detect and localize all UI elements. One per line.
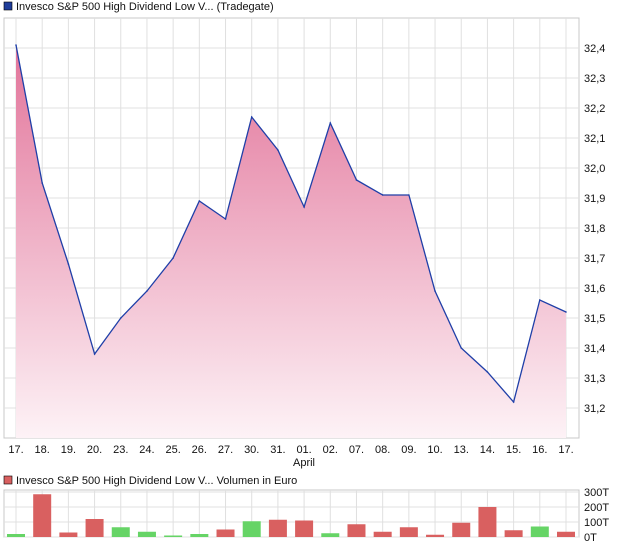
price-legend-label: Invesco S&P 500 High Dividend Low V... (… [16,1,274,13]
price-y-tick-label: 32,3 [584,73,605,85]
volume-bar [452,522,471,537]
date-x-tick-label: 18. [35,444,50,456]
volume-bars [7,494,575,537]
price-y-tick-label: 32,4 [584,43,605,55]
volume-legend-swatch [3,475,13,485]
volume-bar [242,521,261,537]
volume-bar [216,529,235,537]
volume-bar [59,532,78,537]
volume-bar [85,519,104,537]
volume-bar [190,534,209,537]
price-point [486,371,489,373]
date-x-tick-label: 17. [558,444,573,456]
volume-y-tick-label: 200T [584,502,609,514]
date-x-tick-label: 25. [165,444,180,456]
price-point [381,194,384,196]
price-y-tick-label: 31,4 [584,343,605,355]
date-x-tick-label: 07. [349,444,364,456]
price-y-tick-label: 31,6 [584,283,605,295]
volume-y-tick-label: 0T [584,532,597,544]
price-point [224,218,227,220]
price-y-tick-label: 31,2 [584,403,605,415]
price-point [539,299,541,301]
price-y-axis: 31,2 31,3 31,4 31,5 31,6 31,7 31,8 31,9 32,0 32,1… [584,43,605,415]
volume-bar [347,524,366,537]
price-point [434,290,436,292]
price-area-fill [16,45,566,438]
date-x-tick-label: 24. [139,444,154,456]
volume-y-axis: 0T 100T 200T 300T [584,487,609,544]
price-legend-swatch [3,1,13,11]
price-y-tick-label: 31,5 [584,313,605,325]
price-point [172,257,174,259]
volume-legend-label: Invesco S&P 500 High Dividend Low V... V… [16,475,297,487]
volume-bar [295,520,314,537]
date-x-tick-label: 14. [480,444,495,456]
price-point [355,179,358,181]
date-x-tick-label: 16. [532,444,547,456]
volume-bar [137,531,156,537]
date-x-tick-label: 13. [454,444,469,456]
volume-bar [164,535,183,537]
volume-bar [373,531,392,537]
date-x-tick-label: 27. [218,444,233,456]
date-x-tick-label: 17. [8,444,23,456]
price-y-tick-label: 31,3 [584,373,605,385]
volume-bar [504,530,523,537]
price-point [119,317,122,319]
volume-bar [557,531,575,537]
price-point [512,401,515,403]
price-point [198,200,201,202]
price-area-layer [15,44,567,438]
date-x-tick-label: 26. [192,444,207,456]
volume-bar [7,534,25,537]
date-x-tick-label: 02. [323,444,338,456]
price-point [565,311,567,313]
price-point [408,194,410,196]
price-y-tick-label: 31,9 [584,193,605,205]
date-x-tick-label: 19. [61,444,76,456]
x-axis-month-label: April [293,457,315,469]
volume-bar [426,534,445,537]
date-x-tick-label: 30. [244,444,259,456]
date-x-tick-label: 15. [506,444,521,456]
date-x-tick-label: 20. [87,444,102,456]
price-point [329,122,332,124]
date-x-tick-label: 08. [375,444,390,456]
volume-bar [478,507,497,537]
price-point [41,182,43,184]
volume-bar [268,519,287,537]
volume-bar [399,527,418,537]
date-x-tick-label: 23. [113,444,128,456]
volume-bar [530,526,549,537]
date-x-tick-label: 31. [270,444,285,456]
volume-y-tick-label: 300T [584,487,609,499]
price-y-tick-label: 32,0 [584,163,605,175]
date-x-tick-label: 09. [401,444,416,456]
price-point [93,353,96,355]
date-x-axis: 17. 18. 19. 20. 23. 24. 25. 26. 27. 30. 31. 01. 02. 0… [8,444,573,456]
price-point [250,116,253,118]
date-x-tick-label: 01. [296,444,311,456]
volume-bar [33,494,52,537]
price-point [460,347,463,349]
price-point [303,206,305,208]
price-point [277,149,279,151]
date-x-tick-label: 10. [427,444,442,456]
price-y-tick-label: 31,7 [584,253,605,265]
volume-bar [321,533,340,537]
volume-bar [111,527,130,537]
volume-y-tick-label: 100T [584,517,609,529]
price-y-tick-label: 32,2 [584,103,605,115]
price-y-tick-label: 32,1 [584,133,605,145]
price-line [15,44,567,404]
price-point [15,44,17,46]
price-point [67,263,70,265]
price-point [146,290,148,292]
price-y-tick-label: 31,8 [584,223,605,235]
